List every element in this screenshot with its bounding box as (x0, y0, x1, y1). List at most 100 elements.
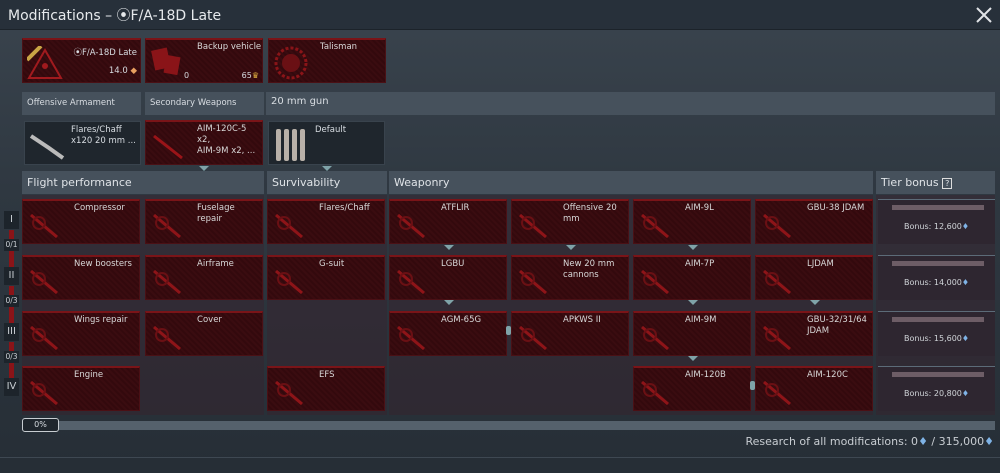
mod-card-aim-9m[interactable]: AIM-9M (633, 311, 751, 356)
rp-icon: ♦ (961, 334, 970, 343)
mod-label: GBU-32/31/64 JDAM (807, 315, 867, 336)
rp-icon: ♦ (961, 278, 970, 287)
modification-icon (641, 380, 669, 406)
modification-icon (763, 380, 791, 406)
mod-card-aim-120c[interactable]: AIM-120C (755, 366, 873, 411)
offensive-preset[interactable]: Flares/Chaff x120 20 mm ... (24, 121, 141, 165)
prerequisite-arrow-icon (444, 245, 454, 250)
mod-card-flares-chaff[interactable]: Flares/Chaff (267, 199, 385, 244)
offensive-preset-label: Flares/Chaff x120 20 mm ... (71, 125, 136, 146)
battle-rating: 14.0 (108, 66, 128, 76)
talisman-card[interactable]: Talisman (268, 38, 386, 83)
modification-icon (641, 325, 669, 351)
mod-label: AIM-120C (807, 370, 848, 380)
mod-card-efs[interactable]: EFS (267, 366, 385, 411)
mod-label: Fuselage repair (197, 203, 235, 224)
mod-card-gbu-32-31-64-jdam[interactable]: GBU-32/31/64 JDAM (755, 311, 873, 356)
mod-card-apkws-ii[interactable]: APKWS II (511, 311, 629, 356)
modification-icon (763, 269, 791, 295)
mod-label: Cover (197, 315, 222, 325)
mod-card-gbu-38-jdam[interactable]: GBU-38 JDAM (755, 199, 873, 244)
tab-20mm-gun[interactable]: 20 mm gun (266, 92, 995, 115)
mod-label: AIM-120B (685, 370, 726, 380)
mod-card-offensive-20-mm[interactable]: Offensive 20 mm (511, 199, 629, 244)
gun-belt-preset[interactable]: Default (268, 121, 385, 165)
rp-icon: ♦ (961, 222, 970, 231)
mod-card-airframe[interactable]: Airframe (145, 255, 263, 300)
close-icon[interactable] (972, 3, 996, 27)
tier-bonus-card: Bonus: 14,000♦ (878, 255, 995, 300)
title-bar: Modifications – ⦿F/A-18D Late (0, 0, 1000, 30)
mod-card-agm-65g[interactable]: AGM-65G (389, 311, 507, 356)
help-icon[interactable]: ? (942, 178, 953, 189)
mod-label: Compressor (74, 203, 125, 213)
modification-icon (153, 213, 181, 239)
talisman-wreath-icon (274, 46, 308, 80)
mod-card-ljdam[interactable]: LJDAM (755, 255, 873, 300)
section-tier-bonus: Tier bonus ? (876, 171, 995, 194)
mod-label: GBU-38 JDAM (807, 203, 865, 213)
talisman-label: Talisman (320, 42, 358, 52)
prerequisite-arrow-icon (566, 245, 576, 250)
mod-card-aim-9l[interactable]: AIM-9L (633, 199, 751, 244)
section-weaponry: Weaponry (389, 171, 873, 194)
mod-card-atflir[interactable]: ATFLIR (389, 199, 507, 244)
backup-count: 0 (184, 71, 190, 80)
mod-card-g-suit[interactable]: G-suit (267, 255, 385, 300)
modification-icon (397, 213, 425, 239)
window-title: Modifications – ⦿F/A-18D Late (8, 8, 222, 24)
mod-label: Offensive 20 mm (563, 203, 617, 224)
tier-bonus-text: Bonus: 14,000♦ (878, 278, 995, 287)
mod-label: AIM-9M (685, 315, 717, 325)
modification-icon (275, 213, 303, 239)
modification-icon (519, 269, 547, 295)
vehicle-name: ⦿F/A-18D Late (73, 48, 137, 58)
modification-icon (519, 325, 547, 351)
mod-card-new-20-mm-cannons[interactable]: New 20 mm cannons (511, 255, 629, 300)
tier-bonus-label: Tier bonus (881, 176, 939, 189)
modification-icon (641, 269, 669, 295)
backup-vehicle-card[interactable]: Backup vehicle 0 65♛ (145, 38, 263, 83)
modification-icon (397, 269, 425, 295)
research-current: Research of all modifications: 0 (745, 435, 919, 448)
tab-secondary-weapons[interactable]: Secondary Weapons (145, 92, 264, 115)
bonus-value: Bonus: 14,000 (903, 278, 962, 287)
mod-card-aim-7p[interactable]: AIM-7P (633, 255, 751, 300)
rp-icon: ♦ (961, 389, 970, 398)
backup-label: Backup vehicle (197, 42, 262, 52)
bonus-value: Bonus: 12,600 (903, 222, 962, 231)
mod-card-aim-120b[interactable]: AIM-120B (633, 366, 751, 411)
modification-icon (30, 325, 58, 351)
mod-card-wings-repair[interactable]: Wings repair (22, 311, 140, 356)
modification-icon (763, 325, 791, 351)
mod-card-engine[interactable]: Engine (22, 366, 140, 411)
dropdown-arrow-icon (322, 166, 332, 171)
mod-card-compressor[interactable]: Compressor (22, 199, 140, 244)
mod-label: New boosters (74, 259, 132, 269)
modification-icon (397, 325, 425, 351)
tier-2: II (4, 267, 19, 285)
section-flight-performance: Flight performance (22, 171, 264, 194)
mod-card-cover[interactable]: Cover (145, 311, 263, 356)
mod-card-fuselage-repair[interactable]: Fuselage repair (145, 199, 263, 244)
secondary-preset[interactable]: AIM-120C-5 x2, AIM-9M x2, ... (145, 120, 263, 165)
mod-label: Engine (74, 370, 104, 380)
modification-icon (30, 269, 58, 295)
modification-icon (763, 213, 791, 239)
tab-offensive-armament[interactable]: Offensive Armament (22, 92, 141, 115)
mod-label: Airframe (197, 259, 234, 269)
research-footer: Research of all modifications: 0♦ / 315,… (745, 435, 994, 448)
mod-label: LGBU (441, 259, 465, 269)
backup-cards-icon (151, 47, 181, 76)
mod-label: AIM-9L (685, 203, 714, 213)
br-icon: ◆ (130, 66, 137, 76)
mod-label: Flares/Chaff (319, 203, 370, 213)
mod-label: APKWS II (563, 315, 601, 325)
mod-label: AIM-7P (685, 259, 715, 269)
research-progress-bar (22, 421, 995, 430)
research-total: / 315,000 (927, 435, 985, 448)
mod-card-lgbu[interactable]: LGBU (389, 255, 507, 300)
bonus-value: Bonus: 15,600 (903, 334, 962, 343)
mod-card-new-boosters[interactable]: New boosters (22, 255, 140, 300)
vehicle-card[interactable]: ⦿F/A-18D Late 14.0 ◆ (22, 38, 141, 83)
